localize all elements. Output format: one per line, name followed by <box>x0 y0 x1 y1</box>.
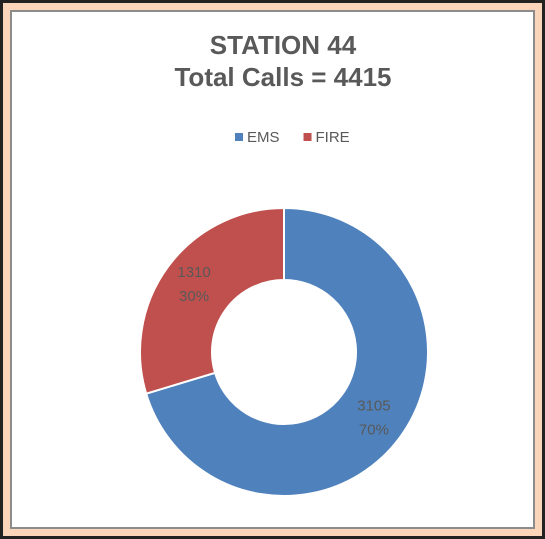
percent-label: 30% <box>179 288 209 305</box>
data-label: 3105 <box>357 398 390 415</box>
chart-title: STATION 44 <box>210 30 357 60</box>
percent-label: 70% <box>359 422 389 439</box>
legend-label: FIRE <box>316 129 350 146</box>
chart-title: Total Calls = 4415 <box>174 62 391 92</box>
donut-slice <box>144 206 429 497</box>
data-label: 1310 <box>177 264 210 281</box>
legend-label: EMS <box>247 129 280 146</box>
legend-swatch <box>235 133 243 141</box>
legend-swatch <box>303 133 312 141</box>
donut-slice <box>139 206 285 395</box>
